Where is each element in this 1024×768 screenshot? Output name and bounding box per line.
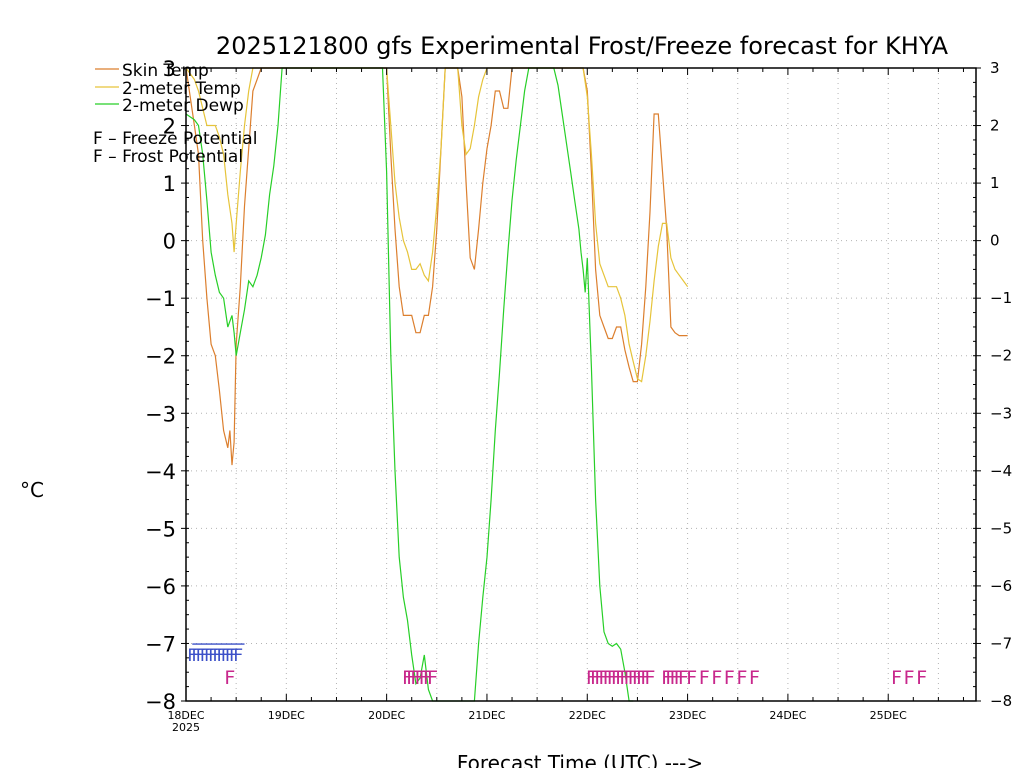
y-tick-label-right: −5 [990,519,1012,537]
frost-marker: F [221,646,231,666]
y-tick-label-right: 1 [990,174,1000,192]
x-axis-label: Forecast Time (UTC) ---> [457,751,703,768]
x-tick-label: 24DEC [769,709,806,722]
freeze-marker: F [586,667,597,689]
freeze-marker: F [415,667,426,689]
freeze-marker: F [632,667,643,689]
plot-area [186,68,976,701]
x-tick-label: 18DEC [167,709,204,722]
legend-skin-label: Skin Temp [122,61,209,81]
axes: −8 −8 −7 −7 −6 −6 −5 −5 −4 −4 −3 −3 −2 −2 −1 −1 0 0 1 1 2 2 3 3… [145,57,1012,722]
freeze-marker: F [615,667,626,689]
legend-frost: F – Frost Potential [93,147,243,167]
y-tick-label-right: −4 [990,462,1012,480]
x-tick-label: 19DEC [268,709,305,722]
freeze-marker: F [674,667,685,689]
legend: Skin Temp 2-meter Temp 2-meter Dewp F – … [93,61,257,167]
freeze-marker: F [603,667,614,689]
freeze-marker: F [661,667,672,689]
y-tick-label-right: −3 [990,404,1012,422]
freeze-marker: F [410,667,421,689]
frost-marker: F [225,646,235,666]
freeze-marker: F [699,667,710,689]
freeze-marker: F [916,667,927,689]
y-tick-label: −4 [145,460,176,484]
freeze-marker: F [749,667,760,689]
y-tick-label-right: −2 [990,347,1012,365]
freeze-marker: F [636,667,647,689]
y-tick-label: 0 [163,230,176,254]
y-tick-label: −3 [145,402,176,426]
frost-marker: F [192,646,202,666]
freeze-marker: F [427,667,438,689]
freeze-marker: F [711,667,722,689]
frost-marker: F [196,646,206,666]
y-tick-label: 1 [163,172,176,196]
y-tick-label: 3 [163,57,176,81]
freeze-marker: F [224,667,235,689]
y-tick-label-right: −8 [990,692,1012,710]
y-tick-label: −5 [145,517,176,541]
y-tick-label-right: −6 [990,577,1012,595]
frost-marker: F [212,646,222,666]
x-tick-label: 21DEC [468,709,505,722]
y-tick-label-right: −1 [990,289,1012,307]
freeze-marker: F [624,667,635,689]
frost-marker: F [233,646,243,666]
frost-marker: F [200,646,210,666]
x-tick-label: 23DEC [669,709,706,722]
freeze-marker: F [402,667,413,689]
freeze-marker: F [891,667,902,689]
freeze-marker: F [736,667,747,689]
frost-marker: F [217,646,227,666]
frost-marker: F [204,646,214,666]
freeze-marker: F [406,667,417,689]
y-tick-label-right: 2 [990,117,1000,135]
series-line-2-meter-temp [185,67,689,383]
freeze-marker: F [628,667,639,689]
y-tick-label: −6 [145,575,176,599]
frost-marker: F [229,646,239,666]
freeze-marker: F [611,667,622,689]
freeze-marker: F [640,667,651,689]
legend-t2m-label: 2-meter Temp [122,79,241,99]
y-tick-label-right: 0 [990,232,1000,250]
y-tick-label: −2 [145,345,176,369]
frost-marker: F [187,646,197,666]
year-label: 2025 [172,721,200,734]
y-axis-label: °C [20,478,44,502]
grid [185,68,976,701]
freeze-marker: F [590,667,601,689]
x-tick-label: 25DEC [870,709,907,722]
legend-freeze: F – Freeze Potential [93,129,257,149]
y-tick-label-right: 3 [990,59,1000,77]
y-tick-label-right: −7 [990,634,1012,652]
freeze-marker: F [607,667,618,689]
freeze-marker: F [904,667,915,689]
freeze-marker: F [423,667,434,689]
freeze-marker: F [724,667,735,689]
chart-title: 2025121800 gfs Experimental Frost/Freeze… [216,32,949,60]
y-tick-label: −7 [145,632,176,656]
freeze-marker: F [599,667,610,689]
x-tick-label: 20DEC [368,709,405,722]
y-tick-label: −1 [145,287,176,311]
freeze-marker: F [644,667,655,689]
freeze-marker: F [594,667,605,689]
frost-marker: F [208,646,218,666]
x-tick-label: 22DEC [569,709,606,722]
freeze-marker: F [678,667,689,689]
freeze-marker: F [665,667,676,689]
freeze-marker: F [619,667,630,689]
freeze-marker: F [686,667,697,689]
legend-dewp-label: 2-meter Dewp [122,96,244,116]
freeze-marker: F [670,667,681,689]
y-tick-label: 2 [163,115,176,139]
freeze-marker: F [419,667,430,689]
y-tick-label: −8 [145,690,176,714]
